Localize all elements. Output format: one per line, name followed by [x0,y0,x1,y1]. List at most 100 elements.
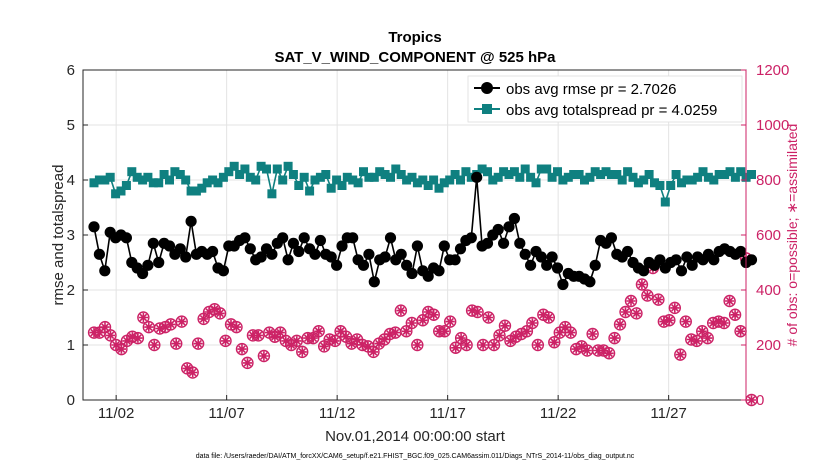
spread-point [262,164,271,174]
spread-point [483,167,492,177]
obs-count-point [213,307,227,320]
obs-possible-marker [137,311,150,324]
obs-assimilated-marker [122,336,132,346]
spread-point [127,167,137,177]
obs-assimilated-marker [675,350,685,360]
obs-assimilated-marker [253,330,263,340]
spread-point [677,178,686,188]
rmse-point [368,276,380,288]
rmse-point [331,259,343,271]
obs-assimilated-marker [210,304,220,314]
obs-count-point [663,314,676,327]
obs-possible-marker [219,334,232,348]
rmse-point [438,240,450,252]
x-axis-label: Nov.01,2014 00:00:00 start [325,428,506,445]
spread-point [299,172,309,182]
y-tick-label: 4 [67,172,75,189]
obs-assimilated-marker [166,319,176,329]
obs-count-point [482,311,495,324]
plot-area [87,161,758,407]
spread-point [655,181,665,190]
rmse-point [93,248,105,260]
spread-point [116,186,126,196]
rmse-point [557,278,569,291]
obs-assimilated-marker [94,328,105,338]
obs-possible-marker [493,329,506,342]
obs-assimilated-marker [588,329,598,339]
obs-assimilated-marker [242,358,253,368]
spread-point [326,183,336,193]
rmse-point [481,237,494,249]
spread-point [439,178,449,188]
obs-assimilated-marker [341,332,351,342]
rmse-point [142,259,154,271]
rmse-point [153,256,165,269]
obs-assimilated-marker [133,333,143,343]
y-right-tick-label: 1000 [756,117,789,134]
spread-point [418,175,428,185]
y-tick-label: 1 [67,337,75,354]
rmse-point [735,245,747,258]
obs-count-point [652,293,665,306]
obs-count-point [723,294,736,308]
spread-point [580,175,589,185]
spread-point [639,175,649,185]
legend-rmse-label: obs avg rmse pr = 2.7026 [506,81,677,98]
spread-point [590,167,600,177]
spread-point [423,181,433,190]
spread-point [542,164,552,174]
rmse-point [584,276,596,288]
y-axis-right: 0 200 400 600 800 1000 1200 [741,62,789,409]
obs-assimilated-marker [231,322,242,332]
rmse-point [325,251,337,263]
rmse-point [454,243,467,255]
obs-count-point [438,325,451,338]
obs-assimilated-marker [347,339,357,349]
obs-possible-marker [438,325,451,338]
spread-point [709,175,719,185]
y-tick-label: 5 [67,117,75,134]
obs-possible-marker [148,338,161,352]
rmse-point [498,237,510,249]
rmse-point [347,232,359,244]
spread-point [386,172,395,182]
spread-point [617,175,627,185]
x-tick-label: 11/17 [429,405,465,422]
obs-count-point [734,325,747,338]
obs-assimilated-marker [697,326,707,336]
obs-assimilated-marker [259,351,269,361]
obs-assimilated-marker [199,314,209,324]
spread-point [364,172,374,182]
obs-assimilated-marker [308,333,318,343]
obs-possible-marker [411,338,424,352]
spread-point [121,181,131,190]
spread-point [251,175,261,185]
spread-point [601,167,611,177]
spread-point [94,175,104,185]
spread-point [714,170,724,179]
spread-point [154,178,164,188]
obs-count-point [668,301,682,315]
obs-possible-marker [564,326,577,339]
spread-point [660,197,670,207]
spread-point [267,189,277,199]
rmse-point [654,254,666,266]
spread-point [585,172,595,182]
rmse-point [293,245,305,258]
obs-possible-marker [498,319,512,332]
obs-assimilated-marker [379,334,389,345]
obs-count-point [526,316,539,330]
obs-assimilated-marker [396,306,406,316]
obs-count-point [137,311,150,324]
rmse-point [622,245,634,258]
obs-assimilated-marker [566,328,576,338]
obs-assimilated-marker [188,367,198,378]
spread-point [698,167,708,177]
rmse-point [174,243,186,255]
rmse-point [465,232,477,244]
spread-point [553,167,562,177]
rmse-point [508,212,520,225]
obs-assimilated-marker [692,336,702,346]
obs-assimilated-marker [533,340,543,350]
